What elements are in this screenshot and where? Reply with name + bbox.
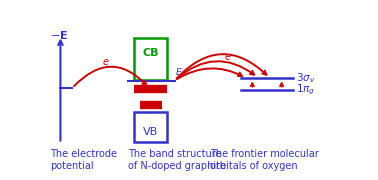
- Text: $-$E: $-$E: [50, 30, 68, 41]
- Text: The electrode
potential: The electrode potential: [50, 149, 117, 171]
- Text: VB: VB: [143, 127, 158, 136]
- Bar: [134, 112, 167, 142]
- Text: The frontier molecular
orbitals of oxygen: The frontier molecular orbitals of oxyge…: [210, 149, 319, 171]
- Text: CB: CB: [142, 48, 159, 58]
- Text: The band structure
of N-doped graphite: The band structure of N-doped graphite: [128, 149, 226, 171]
- Text: $1\pi_g$: $1\pi_g$: [296, 82, 315, 97]
- Text: $E_F$: $E_F$: [175, 67, 187, 79]
- Text: e: e: [103, 57, 109, 67]
- Bar: [134, 38, 167, 80]
- Text: $3\sigma_v$: $3\sigma_v$: [296, 71, 316, 85]
- Text: e: e: [225, 52, 231, 62]
